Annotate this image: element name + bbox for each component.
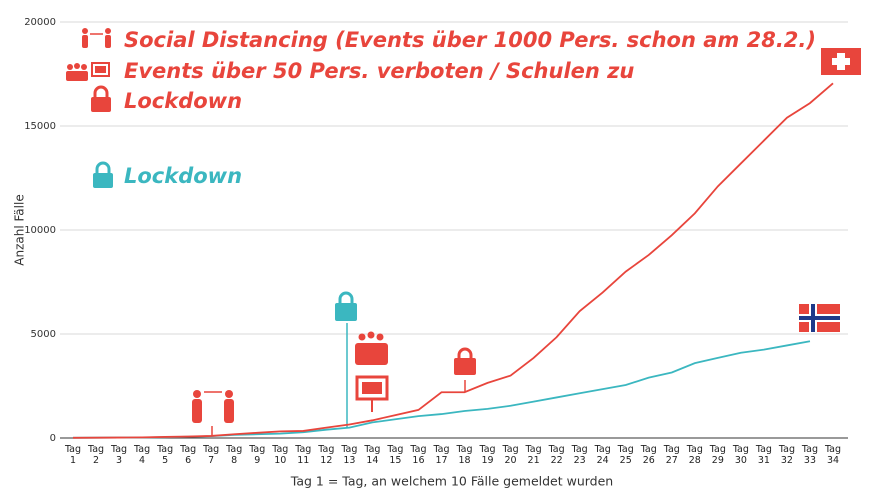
- x-tick-label: Tag 19: [479, 444, 496, 466]
- x-tick-label: Tag 20: [502, 444, 519, 466]
- x-tick-label: Tag 6: [180, 444, 197, 466]
- y-tick-label: 5000: [31, 329, 56, 340]
- annotation: Events über 50 Pers. verboten / Schulen …: [124, 59, 635, 83]
- x-tick-label: Tag 27: [663, 444, 680, 466]
- x-tick-label: Tag 8: [226, 444, 243, 466]
- annotation: Lockdown: [124, 89, 243, 113]
- x-tick-label: Tag 16: [410, 444, 427, 466]
- x-tick-label: Tag 7: [203, 444, 220, 466]
- x-tick-label: Tag 32: [778, 444, 795, 466]
- x-tick-label: Tag 13: [341, 444, 358, 466]
- x-tick-label: Tag 2: [87, 444, 105, 466]
- x-tick-label: Tag 5: [157, 444, 174, 466]
- icons: [66, 28, 861, 436]
- x-tick-label: Tag 24: [594, 444, 611, 466]
- x-tick-label: Tag 4: [134, 444, 151, 466]
- y-tick-label: 15000: [24, 121, 56, 132]
- x-tick-label: Tag 30: [732, 444, 749, 466]
- x-tick-label: Tag 29: [709, 444, 726, 466]
- x-tick-label: Tag 14: [364, 444, 381, 466]
- y-tick-label: 10000: [24, 225, 56, 236]
- x-tick-label: Tag 3: [111, 444, 128, 466]
- annotation: Lockdown: [124, 164, 243, 188]
- x-axis-label: Tag 1 = Tag, an welchem 10 Fälle gemelde…: [290, 474, 613, 489]
- x-tick-label: Tag 18: [456, 444, 473, 466]
- x-tick-label: Tag 10: [272, 444, 289, 466]
- x-tick-label: Tag 26: [640, 444, 657, 466]
- y-tick-label: 0: [50, 433, 56, 444]
- x-tick-label: Tag 33: [801, 444, 819, 466]
- y-tick-label: 20000: [24, 17, 56, 28]
- x-tick-label: Tag 34: [824, 444, 842, 466]
- x-tick-label: Tag 22: [548, 444, 565, 466]
- x-tick-label: Tag 9: [249, 444, 266, 466]
- x-tick-label: Tag 31: [755, 444, 772, 466]
- annotation: Social Distancing (Events über 1000 Pers…: [124, 28, 816, 52]
- x-tick-label: Tag 25: [617, 444, 634, 466]
- x-tick-label: Tag 1: [64, 444, 82, 466]
- y-axis-label: Anzahl Fälle: [13, 194, 27, 265]
- x-tick-label: Tag 15: [387, 444, 404, 466]
- x-tick-label: Tag 11: [295, 444, 312, 466]
- series-line: [72, 82, 834, 439]
- x-tick-label: Tag 23: [571, 444, 588, 466]
- x-tick-label: Tag 21: [525, 444, 542, 466]
- x-tick-label: Tag 28: [686, 444, 703, 466]
- x-tick-label: Tag 17: [433, 444, 450, 466]
- series-line: [72, 340, 811, 439]
- x-tick-label: Tag 12: [318, 444, 335, 466]
